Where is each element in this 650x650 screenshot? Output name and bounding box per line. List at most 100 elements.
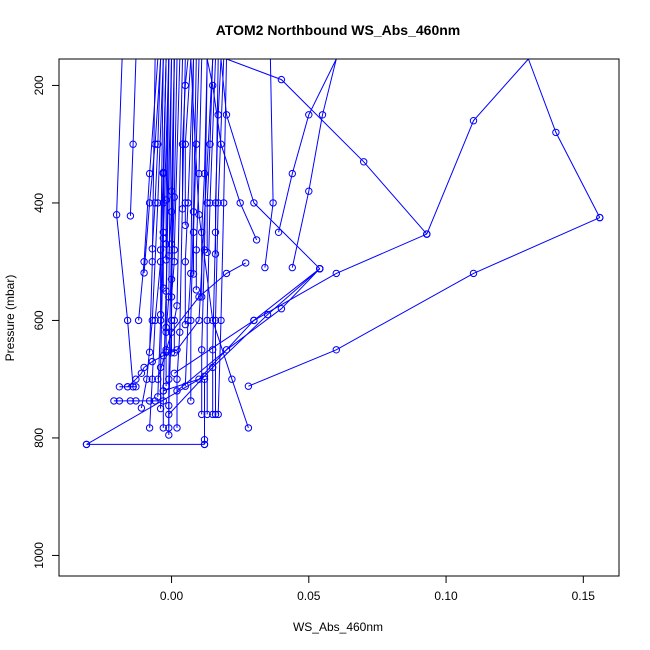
data-point: [195, 169, 203, 178]
data-point: [156, 310, 165, 319]
data-point: [277, 75, 286, 84]
data-point: [140, 363, 148, 372]
data-point: [269, 199, 277, 207]
series-line-59: [248, 217, 601, 387]
data-point: [145, 169, 154, 178]
data-point: [145, 199, 154, 207]
data-point: [198, 293, 206, 301]
series-line-48: [264, 58, 274, 268]
series-line-13: [149, 58, 156, 353]
data-point: [165, 410, 173, 419]
data-point: [305, 111, 313, 119]
data-point: [173, 302, 181, 310]
data-point: [162, 323, 170, 332]
series-line-42: [215, 58, 222, 254]
series-line-6: [127, 58, 214, 388]
data-point: [167, 293, 176, 301]
data-point: [173, 387, 181, 395]
data-point: [165, 252, 173, 260]
x-tick-label: 0.05: [297, 589, 321, 603]
data-point: [203, 199, 211, 207]
data-point: [184, 199, 192, 207]
series-line-50: [291, 58, 337, 268]
data-point: [195, 375, 203, 383]
data-point: [316, 265, 324, 273]
data-point: [156, 363, 165, 372]
data-point: [129, 383, 137, 391]
series-line-14: [151, 58, 162, 249]
series-line-39: [206, 58, 214, 253]
series-line-30: [182, 58, 189, 209]
data-point: [162, 196, 170, 204]
data-point: [228, 375, 236, 383]
data-point: [170, 349, 179, 357]
data-point: [211, 316, 220, 325]
series-line-33: [184, 58, 194, 387]
data-point: [192, 286, 201, 294]
data-point: [200, 169, 209, 178]
data-point: [170, 258, 179, 266]
data-point: [165, 431, 173, 439]
data-point: [159, 387, 168, 395]
data-point: [552, 128, 560, 137]
series-line-32: [184, 58, 194, 325]
data-point: [170, 246, 179, 254]
data-point: [167, 240, 176, 248]
data-point: [132, 383, 140, 391]
data-point: [170, 316, 179, 325]
data-point: [318, 111, 327, 119]
data-point: [187, 397, 195, 405]
data-point: [145, 397, 154, 405]
data-point: [181, 382, 190, 390]
chart-title: ATOM2 Northbound WS_Abs_460nm: [216, 22, 461, 38]
data-point: [242, 259, 250, 267]
data-point: [200, 436, 209, 444]
data-point: [288, 169, 296, 178]
data-point: [214, 111, 222, 119]
data-point: [209, 410, 217, 419]
series-line-40: [206, 58, 216, 415]
data-point: [165, 424, 173, 432]
data-point: [209, 316, 217, 325]
data-point: [137, 404, 146, 412]
series-line-7: [116, 58, 142, 387]
data-point: [129, 140, 137, 148]
data-point: [222, 111, 231, 119]
series-line-25: [168, 58, 175, 256]
y-tick-label: 800: [32, 428, 46, 448]
data-point: [154, 140, 162, 148]
x-axis-label: WS_Abs_460nm: [293, 620, 383, 634]
series-line-8: [129, 58, 137, 216]
data-point: [176, 328, 184, 336]
series-line-10: [138, 58, 159, 321]
data-point: [170, 193, 179, 201]
series-line-2: [86, 375, 205, 445]
series-line-31: [184, 58, 192, 226]
data-point: [148, 357, 157, 366]
data-point: [123, 383, 132, 391]
data-point: [189, 228, 198, 237]
data-point: [288, 263, 296, 272]
data-point: [203, 316, 211, 325]
data-point: [277, 305, 286, 313]
data-point: [211, 250, 220, 258]
data-point: [143, 375, 151, 383]
series-line-46: [206, 58, 258, 241]
data-point: [200, 375, 209, 383]
data-point: [192, 246, 201, 254]
plot-points: [82, 75, 604, 449]
data-point: [162, 348, 170, 356]
x-tick-label: 0.10: [434, 589, 458, 603]
data-point: [187, 316, 195, 325]
series-line-26: [171, 58, 178, 353]
data-point: [469, 269, 478, 278]
data-point: [167, 187, 176, 195]
data-point: [159, 284, 168, 292]
data-point: [115, 383, 124, 391]
series-line-17: [160, 58, 170, 409]
data-point: [203, 248, 211, 257]
data-point: [332, 269, 340, 278]
data-point: [154, 393, 162, 401]
series-line-54: [220, 58, 321, 270]
